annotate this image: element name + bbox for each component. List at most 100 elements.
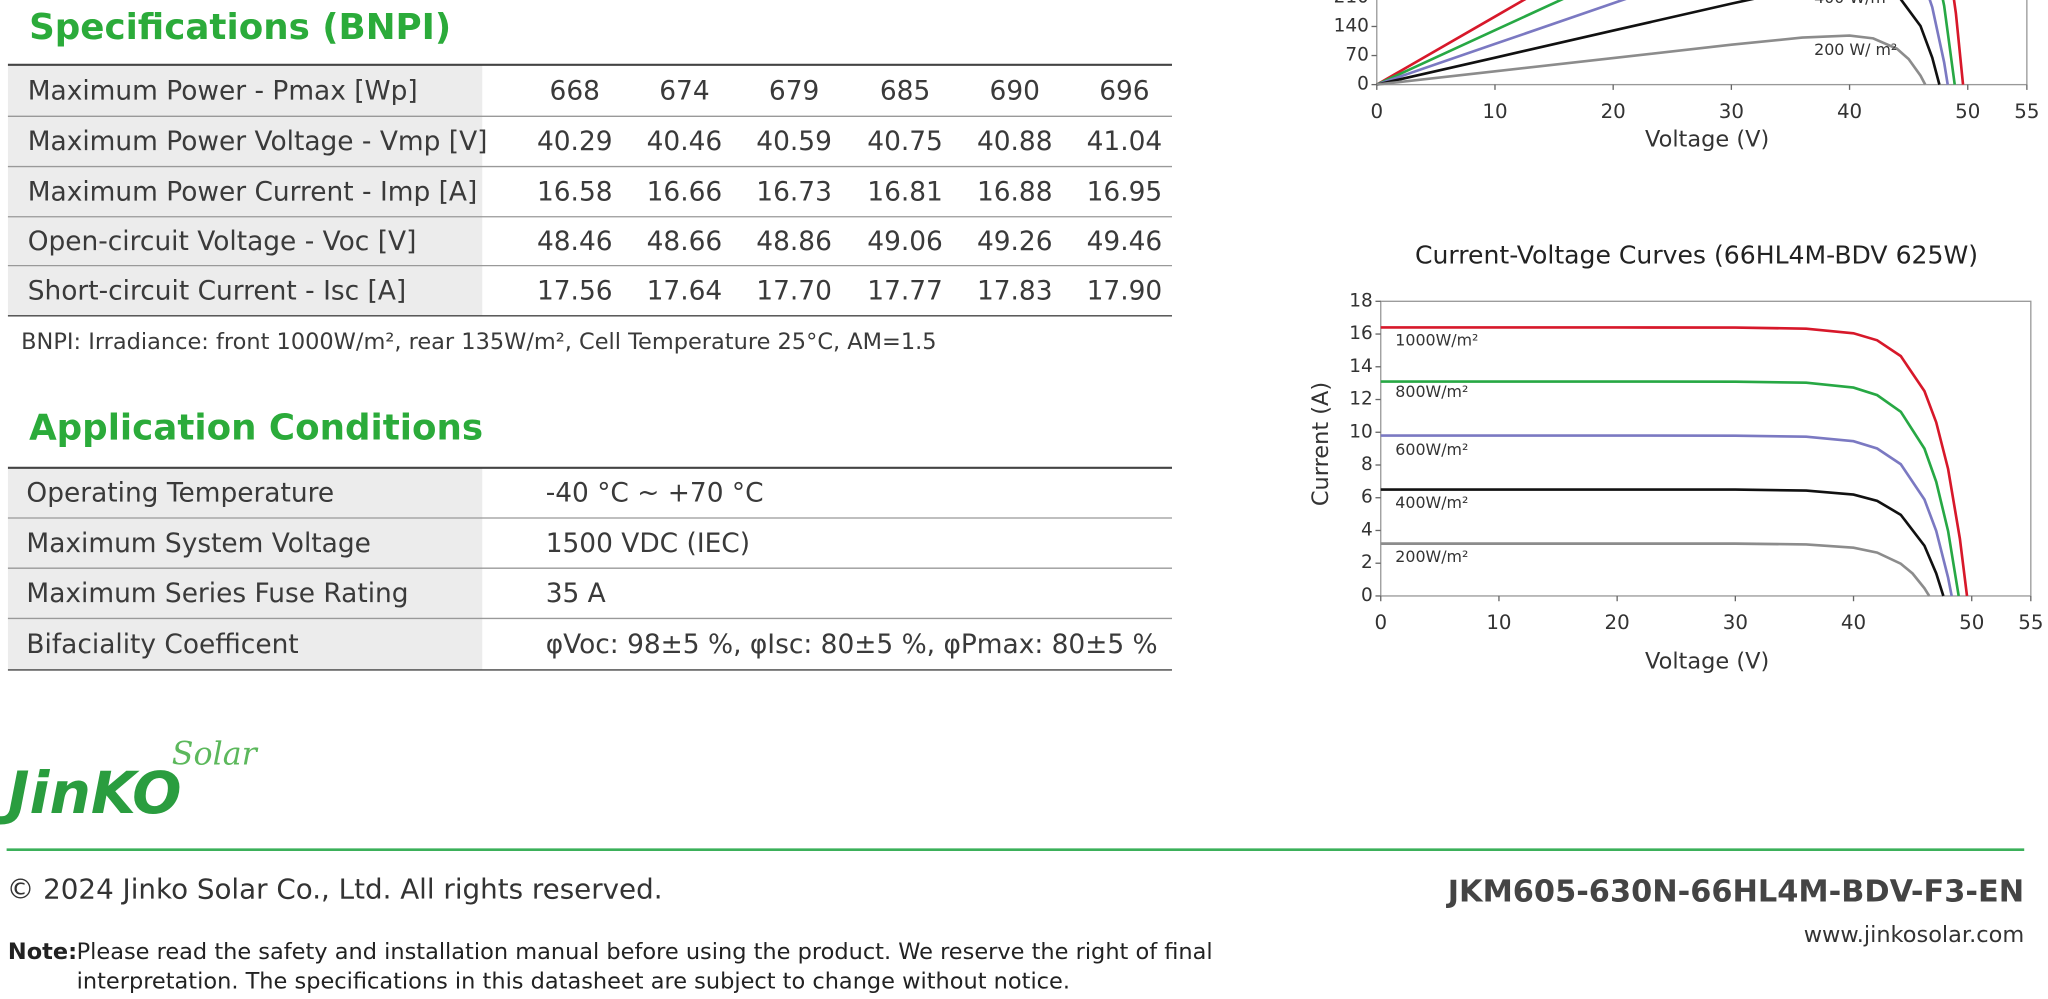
cell-value: 16.88 bbox=[977, 176, 1053, 207]
website: www.jinkosolar.com bbox=[1804, 922, 2025, 948]
cell-value: 674 bbox=[659, 75, 709, 106]
x-tick-label: 10 bbox=[1482, 100, 1507, 123]
y-tick-label: 10 bbox=[1349, 421, 1373, 442]
y-tick-label: 8 bbox=[1361, 454, 1373, 475]
cell-value: 17.77 bbox=[867, 276, 943, 307]
curve-label: 200 W/ m² bbox=[1814, 40, 1897, 59]
y-tick-label: 18 bbox=[1349, 290, 1373, 311]
y-tick-label: 0 bbox=[1361, 585, 1373, 606]
label-cell bbox=[7, 618, 483, 670]
curve bbox=[1376, 34, 1927, 86]
curve-label: 400 W/m² bbox=[1814, 0, 1892, 7]
row-label: Maximum Power Current - Imp [A] bbox=[28, 176, 478, 207]
cell-value: 35 A bbox=[546, 578, 606, 609]
x-tick-label: 20 bbox=[1601, 100, 1626, 123]
cell-value: 40.29 bbox=[537, 126, 613, 157]
cell-value: 17.56 bbox=[537, 276, 613, 307]
cell-value: 696 bbox=[1099, 75, 1149, 106]
note-line: interpretation. The specifications in th… bbox=[77, 968, 1070, 994]
y-tick-label: 70 bbox=[1345, 45, 1369, 66]
curve-label: 1000W/m² bbox=[1395, 330, 1478, 349]
chart-title: Current-Voltage Curves (66HL4M-BDV 625W) bbox=[1415, 240, 1978, 269]
curve-label: 800W/m² bbox=[1395, 382, 1468, 401]
y-tick-label: 2 bbox=[1361, 552, 1373, 573]
logo-sub: Solar bbox=[172, 736, 259, 772]
x-tick-label: 0 bbox=[1374, 611, 1387, 634]
logo-main: JinKO bbox=[0, 759, 182, 827]
cell-value: 16.66 bbox=[647, 176, 723, 207]
plot-frame bbox=[1380, 300, 2032, 597]
y-tick-label: 210 bbox=[1334, 0, 1369, 7]
note-line: Please read the safety and installation … bbox=[77, 939, 1213, 965]
curve bbox=[1380, 488, 1945, 597]
cell-value: 40.75 bbox=[867, 126, 943, 157]
row-label: Maximum Power - Pmax [Wp] bbox=[28, 75, 418, 106]
y-tick-label: 12 bbox=[1349, 389, 1373, 410]
note-label: Note: bbox=[8, 939, 77, 965]
cell-value: 668 bbox=[550, 75, 600, 106]
row-label: Short-circuit Current - Isc [A] bbox=[28, 276, 406, 307]
curve bbox=[1376, 0, 1941, 86]
curve bbox=[1380, 542, 1931, 597]
label-cell bbox=[7, 517, 483, 569]
curve bbox=[1380, 434, 1953, 597]
x-axis-label: Voltage (V) bbox=[1645, 649, 1769, 675]
cell-value: 16.58 bbox=[537, 176, 613, 207]
row-label: Maximum Power Voltage - Vmp [V] bbox=[28, 126, 488, 157]
cell-value: 40.59 bbox=[756, 126, 832, 157]
cell-value: 690 bbox=[990, 75, 1040, 106]
doc-code: JKM605-630N-66HL4M-BDV-F3-EN bbox=[1446, 875, 2024, 910]
curve-label: 200W/m² bbox=[1395, 547, 1468, 566]
x-tick-label: 40 bbox=[1841, 611, 1866, 634]
label-cell bbox=[7, 116, 483, 167]
label-cell bbox=[7, 265, 483, 316]
section-title: Application Conditions bbox=[29, 407, 483, 448]
cell-value: 679 bbox=[769, 75, 819, 106]
curve-label: 600W/m² bbox=[1395, 440, 1468, 459]
row-label: Maximum Series Fuse Rating bbox=[26, 578, 408, 609]
label-cell bbox=[7, 467, 483, 518]
curve-label: 400W/m² bbox=[1395, 493, 1468, 512]
x-tick-label: 40 bbox=[1837, 100, 1862, 123]
copyright: © 2024 Jinko Solar Co., Ltd. All rights … bbox=[7, 873, 663, 906]
row-label: Bifaciality Coefficent bbox=[26, 629, 298, 660]
x-tick-label: 50 bbox=[1955, 100, 1980, 123]
plot-frame bbox=[1376, 0, 2028, 86]
y-tick-label: 6 bbox=[1361, 487, 1373, 508]
row-label: Operating Temperature bbox=[26, 478, 334, 509]
cell-value: φVoc: 98±5 %, φIsc: 80±5 %, φPmax: 80±5 … bbox=[546, 629, 1158, 660]
label-cell bbox=[7, 64, 483, 117]
cell-value: 49.46 bbox=[1087, 226, 1163, 257]
spec-note: BNPI: Irradiance: front 1000W/m², rear 1… bbox=[21, 329, 936, 355]
cell-value: 48.46 bbox=[537, 226, 613, 257]
x-tick-label: 20 bbox=[1605, 611, 1630, 634]
cell-value: 49.06 bbox=[867, 226, 943, 257]
cell-value: 16.73 bbox=[756, 176, 832, 207]
cell-value: 17.83 bbox=[977, 276, 1053, 307]
label-cell bbox=[7, 166, 483, 217]
cell-value: 685 bbox=[880, 75, 930, 106]
x-tick-label: 50 bbox=[1959, 611, 1984, 634]
cell-value: 17.90 bbox=[1087, 276, 1163, 307]
row-label: Open-circuit Voltage - Voc [V] bbox=[28, 226, 417, 257]
curve bbox=[1380, 326, 1969, 597]
x-axis-label: Voltage (V) bbox=[1645, 127, 1769, 153]
x-tick-label: 30 bbox=[1719, 100, 1744, 123]
cell-value: -40 °C ~ +70 °C bbox=[546, 478, 764, 509]
curve bbox=[1380, 380, 1960, 597]
cell-value: 16.95 bbox=[1087, 176, 1163, 207]
label-cell bbox=[7, 216, 483, 266]
y-tick-label: 14 bbox=[1349, 356, 1373, 377]
label-cell bbox=[7, 568, 483, 619]
cell-value: 16.81 bbox=[867, 176, 943, 207]
y-tick-label: 4 bbox=[1361, 519, 1373, 540]
x-tick-label: 55 bbox=[2014, 100, 2039, 123]
x-tick-label: 55 bbox=[2018, 611, 2043, 634]
row-label: Maximum System Voltage bbox=[26, 528, 370, 559]
cell-value: 1500 VDC (IEC) bbox=[546, 528, 750, 559]
y-tick-label: 16 bbox=[1349, 323, 1373, 344]
y-tick-label: 0 bbox=[1357, 74, 1369, 95]
curve bbox=[1376, 0, 1950, 86]
cell-value: 41.04 bbox=[1087, 126, 1163, 157]
